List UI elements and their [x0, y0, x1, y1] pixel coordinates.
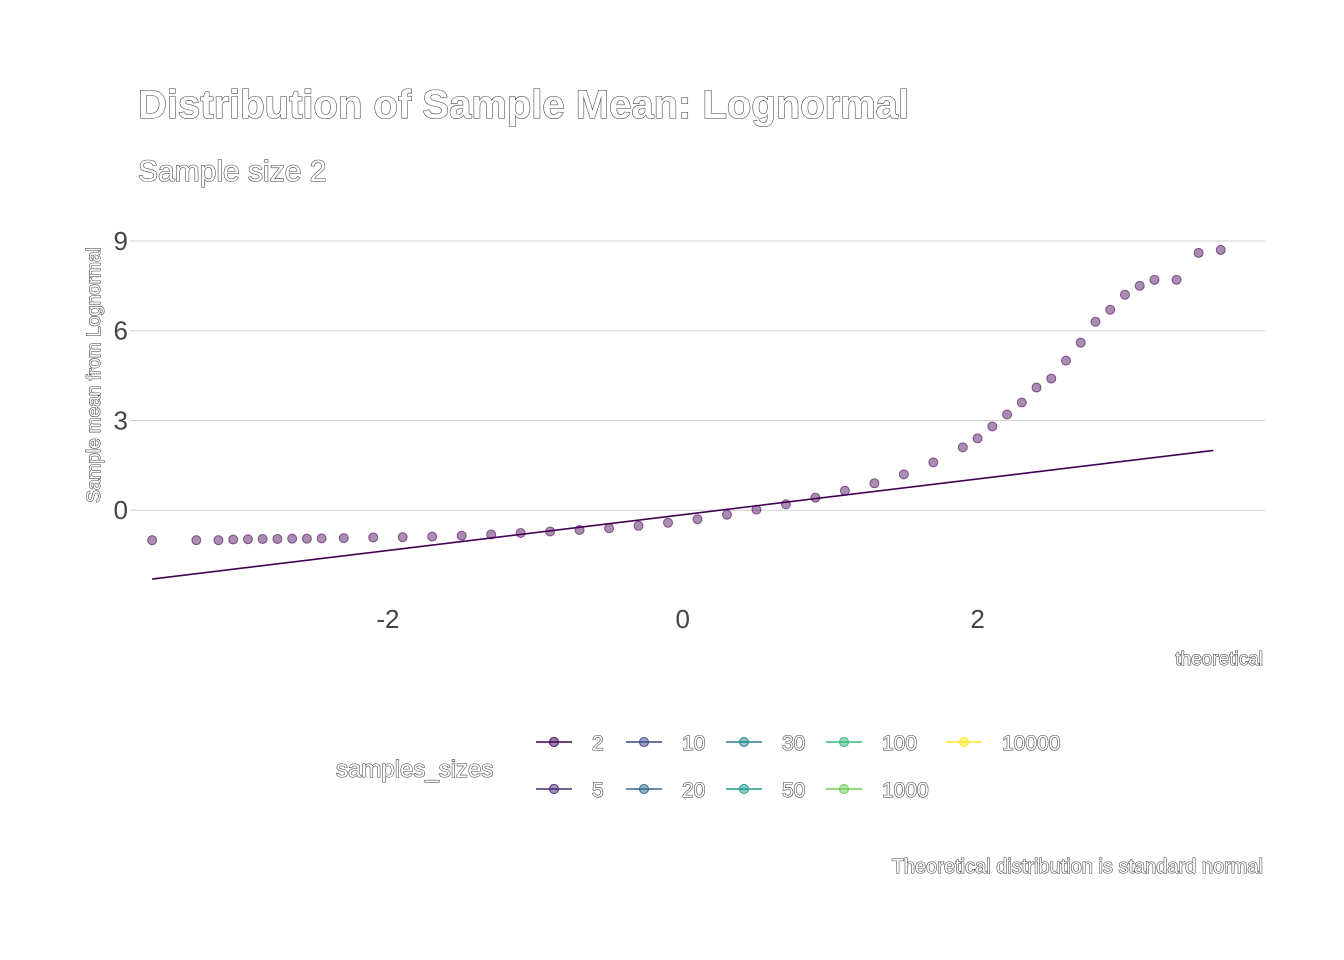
legend-item: 10000	[946, 731, 1061, 756]
data-point	[1149, 274, 1160, 285]
legend-item: 2	[536, 731, 604, 756]
y-tick-label: 6	[114, 316, 128, 346]
legend-label: 10	[682, 732, 705, 755]
data-point	[1031, 382, 1042, 393]
data-point	[604, 523, 615, 534]
data-point	[242, 534, 253, 545]
data-point	[1105, 304, 1116, 315]
data-point	[301, 533, 312, 544]
legend-item: 1000	[826, 778, 929, 803]
reference-lines	[152, 449, 1214, 580]
data-point	[869, 478, 880, 489]
chart-caption: Theoretical distribution is standard nor…	[892, 856, 1263, 878]
data-point	[1090, 316, 1101, 327]
data-point	[987, 421, 998, 432]
data-point	[456, 530, 467, 541]
y-axis-title: Sample mean from Lognormal	[84, 247, 105, 503]
legend-label: 30	[782, 732, 805, 755]
legend-title: samples_sizes	[336, 756, 493, 783]
data-point	[213, 535, 224, 546]
data-point	[663, 517, 674, 528]
data-point	[928, 457, 939, 468]
x-tick-label: 0	[676, 604, 690, 634]
data-point	[316, 533, 327, 544]
data-point	[1215, 244, 1226, 255]
data-points	[147, 244, 1226, 546]
data-point	[839, 485, 850, 496]
grid-lines	[130, 240, 1265, 511]
x-axis-title: theoretical	[1175, 649, 1263, 670]
data-point	[272, 533, 283, 544]
legend-key-point	[639, 737, 649, 747]
data-point	[338, 533, 349, 544]
legend-label: 1000	[882, 779, 929, 802]
data-point	[397, 532, 408, 543]
legend-item: 30	[726, 731, 806, 756]
data-point	[780, 499, 791, 510]
data-point	[972, 433, 983, 444]
legend-key-point	[839, 784, 849, 794]
legend-key-point	[839, 737, 849, 747]
x-tick-label: -2	[376, 604, 399, 634]
x-tick-label: 2	[970, 604, 984, 634]
y-tick-label: 9	[114, 226, 128, 256]
data-point	[751, 504, 762, 515]
legend-item: 100	[826, 731, 918, 756]
data-point	[633, 520, 644, 531]
legend-label: 2	[592, 732, 604, 755]
data-point	[287, 533, 298, 544]
data-point	[1171, 274, 1182, 285]
x-axis-ticks: -2 0 2	[376, 604, 984, 634]
y-axis-ticks: 0 3 6 9	[114, 226, 128, 525]
data-point	[515, 527, 526, 538]
legend-key-point	[739, 737, 749, 747]
data-point	[545, 526, 556, 537]
data-point	[147, 535, 158, 546]
data-point	[228, 534, 239, 545]
data-point	[1016, 397, 1027, 408]
reference-line	[152, 449, 1214, 580]
legend-key-point	[639, 784, 649, 794]
y-tick-label: 0	[114, 495, 128, 525]
data-point	[427, 531, 438, 542]
legend-item: 50	[726, 778, 806, 803]
data-point	[810, 492, 821, 503]
data-point	[257, 533, 268, 544]
legend-label: 10000	[1002, 732, 1060, 755]
data-point	[1002, 409, 1013, 420]
legend-item: 10	[626, 731, 706, 756]
legend-label: 50	[782, 779, 805, 802]
data-point	[1046, 373, 1057, 384]
legend-item: 5	[536, 778, 604, 803]
legend-key-point	[739, 784, 749, 794]
legend-key-point	[549, 784, 559, 794]
legend-label: 20	[682, 779, 705, 802]
data-point	[898, 469, 909, 480]
data-point	[692, 514, 703, 525]
chart-subtitle: Sample size 2	[138, 155, 326, 188]
legend-item: 20	[626, 778, 706, 803]
data-point	[957, 442, 968, 453]
legend-label: 100	[882, 732, 917, 755]
chart-title: Distribution of Sample Mean: Lognormal	[138, 83, 909, 127]
legend-label: 5	[592, 779, 604, 802]
legend-key-point	[959, 737, 969, 747]
data-point	[574, 524, 585, 535]
legend-key-point	[549, 737, 559, 747]
legend: 2 5 10 20 30 50 100 1000 10000	[536, 731, 1061, 803]
data-point	[486, 529, 497, 540]
data-point	[1061, 355, 1072, 366]
data-point	[1193, 247, 1204, 258]
data-point	[1075, 337, 1086, 348]
data-point	[721, 509, 732, 520]
data-point	[368, 532, 379, 543]
y-tick-label: 3	[114, 405, 128, 435]
data-point	[1134, 280, 1145, 291]
data-point	[191, 535, 202, 546]
data-point	[1119, 289, 1130, 300]
